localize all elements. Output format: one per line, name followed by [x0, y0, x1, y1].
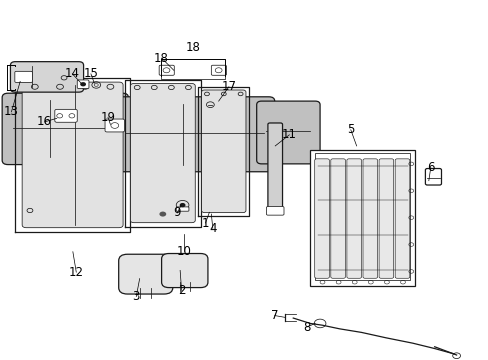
Text: 14: 14 — [65, 67, 80, 80]
FancyBboxPatch shape — [314, 159, 329, 278]
Text: 15: 15 — [83, 67, 98, 80]
FancyBboxPatch shape — [346, 159, 361, 278]
FancyBboxPatch shape — [266, 207, 284, 215]
FancyBboxPatch shape — [201, 90, 245, 213]
Text: 6: 6 — [426, 161, 434, 174]
Text: 2: 2 — [178, 284, 185, 297]
FancyBboxPatch shape — [114, 97, 274, 172]
FancyBboxPatch shape — [161, 253, 207, 288]
Polygon shape — [125, 80, 200, 226]
Polygon shape — [15, 78, 130, 232]
FancyBboxPatch shape — [256, 101, 320, 164]
Text: 17: 17 — [221, 80, 236, 93]
Text: 4: 4 — [209, 222, 216, 235]
Circle shape — [80, 82, 86, 86]
FancyBboxPatch shape — [2, 93, 128, 165]
Text: 8: 8 — [303, 320, 310, 333]
Text: 11: 11 — [281, 128, 296, 141]
FancyBboxPatch shape — [55, 109, 77, 122]
Polygon shape — [198, 87, 249, 216]
FancyBboxPatch shape — [15, 71, 32, 82]
FancyBboxPatch shape — [22, 82, 123, 228]
FancyBboxPatch shape — [176, 207, 188, 211]
Text: 19: 19 — [100, 111, 115, 124]
FancyBboxPatch shape — [394, 159, 409, 278]
Circle shape — [179, 203, 185, 207]
FancyBboxPatch shape — [130, 84, 195, 223]
FancyBboxPatch shape — [119, 254, 172, 294]
FancyBboxPatch shape — [378, 159, 393, 278]
Text: 3: 3 — [132, 290, 140, 303]
Text: 10: 10 — [176, 244, 191, 257]
Text: 12: 12 — [69, 266, 83, 279]
FancyBboxPatch shape — [362, 159, 377, 278]
FancyBboxPatch shape — [211, 65, 226, 75]
Text: 18: 18 — [185, 41, 200, 54]
FancyBboxPatch shape — [267, 123, 282, 212]
Text: 16: 16 — [37, 116, 52, 129]
Text: 9: 9 — [173, 207, 181, 220]
Text: 5: 5 — [346, 123, 354, 136]
FancyBboxPatch shape — [77, 80, 89, 89]
FancyBboxPatch shape — [330, 159, 345, 278]
FancyBboxPatch shape — [105, 119, 124, 132]
FancyBboxPatch shape — [425, 168, 441, 185]
FancyBboxPatch shape — [159, 65, 174, 75]
Circle shape — [159, 212, 166, 217]
Text: 1: 1 — [202, 216, 209, 230]
FancyBboxPatch shape — [10, 62, 83, 92]
Text: 18: 18 — [154, 51, 169, 64]
Text: 7: 7 — [270, 309, 278, 322]
Bar — [315, 153, 409, 280]
Bar — [310, 149, 414, 286]
Text: 13: 13 — [4, 105, 19, 118]
